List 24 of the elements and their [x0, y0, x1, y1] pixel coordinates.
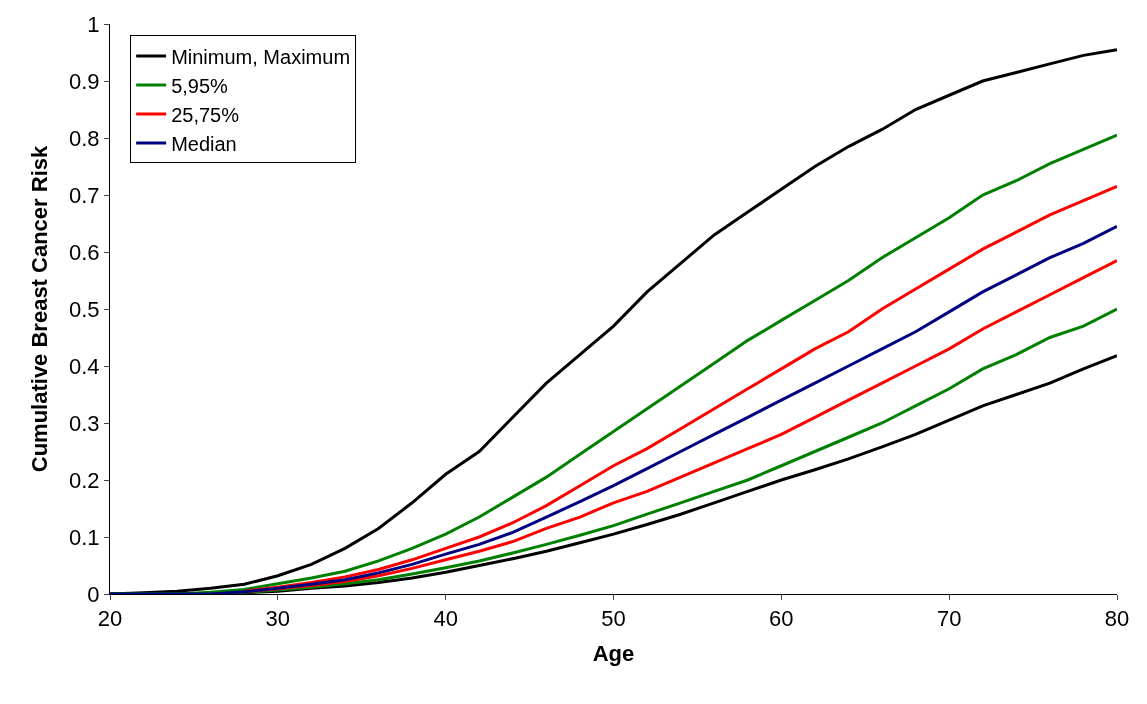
x-tick-label: 40: [433, 606, 458, 632]
y-tick-label: 0.3: [69, 410, 100, 436]
y-tick-label: 0: [87, 581, 100, 607]
legend-label: Minimum, Maximum: [171, 45, 351, 68]
x-tick-label: 50: [601, 606, 626, 632]
x-tick-label: 70: [936, 606, 962, 632]
y-tick-label: 0.6: [69, 239, 100, 265]
x-tick-label: 80: [1104, 606, 1130, 632]
y-tick-label: 0.5: [69, 296, 100, 322]
legend-label: 25,75%: [171, 103, 240, 126]
y-tick-label: 1: [87, 11, 100, 37]
x-tick-label: 60: [769, 606, 794, 632]
y-tick-label: 0.2: [69, 467, 100, 493]
y-tick-label: 0.8: [69, 125, 100, 151]
legend-label: Median: [171, 132, 237, 155]
y-tick-label: 0.7: [69, 182, 100, 208]
y-tick-label: 0.4: [69, 353, 100, 379]
y-axis-title: Cumulative Breast Cancer Risk: [26, 145, 52, 473]
y-tick-label: 0.1: [69, 524, 100, 550]
legend-label: 5,95%: [171, 74, 229, 97]
y-tick-label: 0.9: [69, 68, 100, 94]
x-tick-label: 30: [265, 606, 291, 632]
x-tick-label: 20: [97, 606, 123, 632]
x-axis-title: Age: [592, 641, 635, 667]
